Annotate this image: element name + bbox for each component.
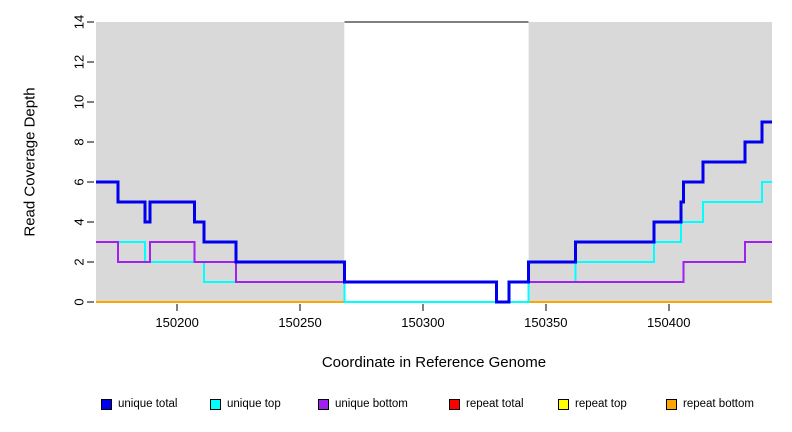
legend-item-unique-total: unique total [101,398,177,410]
x-axis-title: Coordinate in Reference Genome [321,354,547,371]
legend-swatch [666,398,677,410]
y-tick-label: 14 [72,15,87,29]
legend-label: repeat top [575,398,627,410]
legend-label: unique bottom [335,398,408,410]
legend-swatch [318,398,329,410]
x-tick-label: 150250 [278,315,321,330]
legend-swatch [210,398,221,410]
y-tick-label: 10 [72,95,87,109]
x-tick-label: 150200 [155,315,198,330]
series-unique-total [96,120,772,304]
x-tick-label: 150350 [524,315,567,330]
legend-label: repeat bottom [683,398,754,410]
series-unique-top [96,181,772,303]
y-tick-label: 0 [72,298,87,305]
legend-swatch [101,398,112,410]
background-panel [96,22,345,302]
y-tick-label: 8 [72,138,87,145]
y-tick-label: 2 [72,258,87,265]
legend-label: unique top [227,398,281,410]
legend-item-unique-top: unique top [210,398,281,410]
legend-swatch [558,398,569,410]
y-tick-label: 6 [72,178,87,185]
legend-swatch [449,398,460,410]
legend: unique total unique top unique bottom repea… [0,398,792,414]
x-tick-label: 150300 [401,315,444,330]
x-tick-label: 150400 [647,315,690,330]
legend-item-repeat-top: repeat top [558,398,627,410]
y-axis-title: Read Coverage Depth [21,87,39,237]
legend-item-repeat-bottom: repeat bottom [666,398,754,410]
legend-label: unique total [118,398,178,410]
legend-item-unique-bottom: unique bottom [318,398,408,410]
legend-item-repeat-total: repeat total [449,398,524,410]
y-tick-label: 12 [72,55,87,69]
legend-label: repeat total [466,398,524,410]
y-tick-label: 4 [72,218,87,225]
